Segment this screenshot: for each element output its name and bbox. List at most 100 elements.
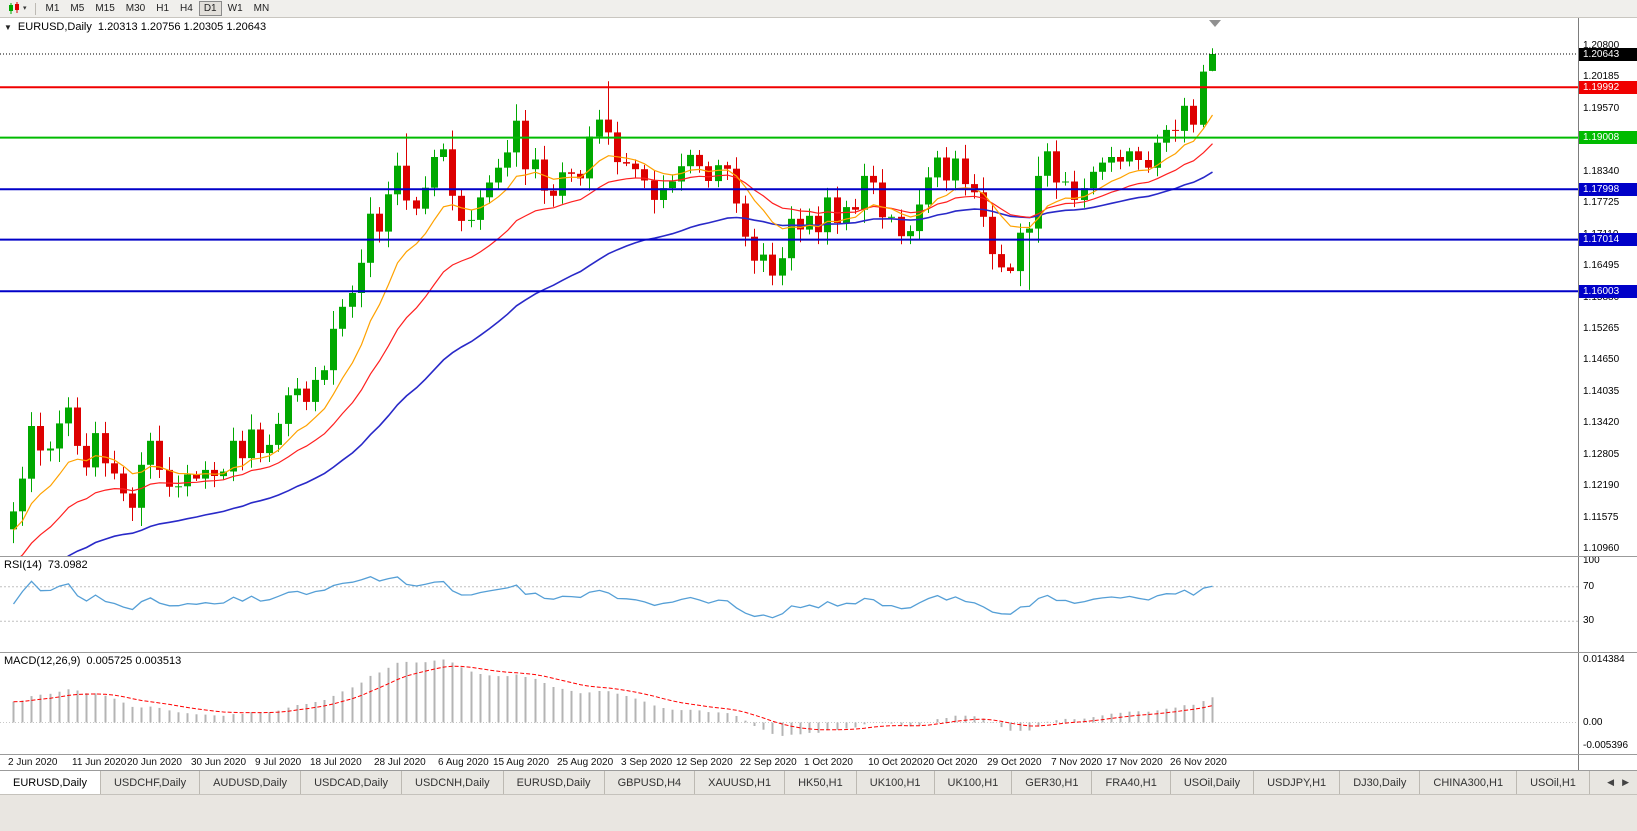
timeframe-button-h4[interactable]: H4 <box>175 1 198 16</box>
macd-histogram <box>12 659 1214 736</box>
date-axis-label: 9 Jul 2020 <box>255 757 302 768</box>
candles-layer <box>10 48 1216 544</box>
chart-tab-usoil-h1[interactable]: USOil,H1 <box>1517 771 1590 794</box>
chart-collapse-icon[interactable]: ▼ <box>4 22 12 32</box>
price-level-label: 1.16003 <box>1579 284 1637 298</box>
price-pane-canvas[interactable] <box>0 18 1578 556</box>
macd-axis-tick: 0.00 <box>1583 716 1603 728</box>
price-axis-tick: 1.20185 <box>1583 71 1620 83</box>
chart-window: ▼ EURUSD,Daily 1.20313 1.20756 1.20305 1… <box>0 18 1637 770</box>
chart-symbol-label: EURUSD,Daily <box>17 21 92 33</box>
chart-tab-ger30-h1[interactable]: GER30,H1 <box>1012 771 1093 794</box>
rsi-name: RSI(14) <box>4 559 42 571</box>
price-axis-tick: 1.20800 <box>1583 40 1620 51</box>
macd-axis-tick: -0.005396 <box>1583 740 1629 751</box>
price-level-label: 1.17998 <box>1579 182 1637 196</box>
price-level-label: 1.20643 <box>1579 47 1637 61</box>
timeframe-button-m30[interactable]: M30 <box>121 1 150 16</box>
pane-separator[interactable] <box>0 556 1637 557</box>
macd-axis-tick: 0.014384 <box>1583 654 1625 665</box>
chart-tab-usdcad-daily[interactable]: USDCAD,Daily <box>301 771 403 794</box>
date-axis-label: 15 Aug 2020 <box>492 757 550 768</box>
date-axis-label: 29 Oct 2020 <box>987 757 1042 768</box>
tabs-scroll-left-icon[interactable]: ◀ <box>1607 777 1615 787</box>
rsi-pane-canvas[interactable] <box>0 556 1578 652</box>
rsi-current-value: 73.0982 <box>47 559 88 571</box>
date-axis-label: 28 Jul 2020 <box>374 757 426 768</box>
macd-pane-canvas[interactable] <box>0 652 1578 754</box>
timeframe-button-mn[interactable]: MN <box>249 1 275 16</box>
price-axis-tick: 1.13420 <box>1583 417 1620 429</box>
price-axis-tick: 1.14035 <box>1583 385 1620 397</box>
timeframe-buttons: M1 M5 M15 M30 H1 H4 D1 W1 MN <box>41 1 275 16</box>
chart-tab-uk100-h1[interactable]: UK100,H1 <box>934 771 1013 794</box>
date-axis-label: 2 Jun 2020 <box>8 757 58 768</box>
date-axis-label: 17 Nov 2020 <box>1106 757 1163 768</box>
date-axis-label: 25 Aug 2020 <box>557 757 614 768</box>
timeframe-button-h1[interactable]: H1 <box>151 1 174 16</box>
date-axis-label: 7 Nov 2020 <box>1051 757 1103 768</box>
timeframe-button-w1[interactable]: W1 <box>223 1 248 16</box>
date-axis-label: 22 Sep 2020 <box>740 757 797 768</box>
ma-slow-line <box>67 171 1213 556</box>
price-axis-tick: 1.17725 <box>1583 197 1620 209</box>
chart-tab-hk50-h1[interactable]: HK50,H1 <box>785 771 857 794</box>
macd-name: MACD(12,26,9) <box>4 655 81 667</box>
ma-mid-line <box>20 143 1213 556</box>
shift-marker-icon[interactable] <box>1209 20 1221 27</box>
price-level-label: 1.19008 <box>1579 131 1637 145</box>
date-axis-label: 11 Jun 2020 <box>72 757 127 768</box>
timeframe-button-m1[interactable]: M1 <box>41 1 65 16</box>
rsi-indicator-label: RSI(14) 73.0982 <box>4 559 88 571</box>
price-axis[interactable]: 1.208001.201851.195701.189551.183401.177… <box>1578 18 1637 770</box>
rsi-line <box>12 575 1213 619</box>
chart-tab-uk100-h1[interactable]: UK100,H1 <box>856 771 935 794</box>
price-level-label: 1.17014 <box>1579 233 1637 247</box>
toolbar-separator <box>34 2 36 15</box>
pane-separator[interactable] <box>0 652 1637 653</box>
rsi-axis-tick: 30 <box>1583 615 1595 627</box>
chart-type-button[interactable]: ▾ <box>4 1 30 17</box>
timeframe-button-m15[interactable]: M15 <box>90 1 119 16</box>
timeframe-button-d1[interactable]: D1 <box>198 1 222 16</box>
chart-tab-eurusd-daily[interactable]: EURUSD,Daily <box>0 771 101 794</box>
macd-indicator-label: MACD(12,26,9) 0.005725 0.003513 <box>4 655 181 667</box>
rsi-axis-tick: 70 <box>1583 580 1595 592</box>
macd-current-values: 0.005725 0.003513 <box>86 655 182 667</box>
price-axis-tick: 1.16495 <box>1583 260 1620 272</box>
tab-scroll-arrows: ◀ ▶ <box>1599 771 1637 794</box>
date-axis-label: 26 Nov 2020 <box>1170 757 1227 768</box>
timeframe-toolbar: ▾ M1 M5 M15 M30 H1 H4 D1 W1 MN <box>0 0 1637 18</box>
chart-tabbar: EURUSD,Daily USDCHF,Daily AUDUSD,Daily USDC… <box>0 770 1637 794</box>
chart-tab-audusd-daily[interactable]: AUDUSD,Daily <box>200 771 302 794</box>
chart-tab-dj30-daily[interactable]: DJ30,Daily <box>1340 771 1421 794</box>
date-axis-label: 20 Jun 2020 <box>126 757 182 768</box>
price-axis-tick: 1.15265 <box>1583 323 1620 335</box>
date-axis-label: 1 Oct 2020 <box>804 757 853 768</box>
date-axis-label: 20 Oct 2020 <box>923 757 978 768</box>
time-axis[interactable]: 2 Jun 2020 11 Jun 2020 20 Jun 2020 30 Jun 2… <box>0 755 1578 770</box>
tabs-scroll-right-icon[interactable]: ▶ <box>1622 777 1629 787</box>
chart-tab-usdjpy-h1[interactable]: USDJPY,H1 <box>1254 771 1341 794</box>
chevron-down-icon: ▾ <box>23 4 27 12</box>
chart-tab-usdcnh-daily[interactable]: USDCNH,Daily <box>402 771 504 794</box>
candlestick-chart-icon <box>9 2 19 14</box>
date-axis-label: 18 Jul 2020 <box>309 757 362 768</box>
timeframe-button-m5[interactable]: M5 <box>65 1 89 16</box>
date-axis-label: 30 Jun 2020 <box>191 757 247 768</box>
date-axis-label: 6 Aug 2020 <box>438 757 489 768</box>
chart-tab-usdchf-daily[interactable]: USDCHF,Daily <box>100 771 201 794</box>
date-axis-label: 12 Sep 2020 <box>675 757 733 768</box>
date-axis-label: 10 Oct 2020 <box>868 757 923 768</box>
chart-tab-eurusd-daily[interactable]: EURUSD,Daily <box>503 771 605 794</box>
chart-tab-gbpusd-h4[interactable]: GBPUSD,H4 <box>604 771 696 794</box>
chart-tab-xauusd-h1[interactable]: XAUUSD,H1 <box>695 771 786 794</box>
ma-fast-line <box>13 114 1214 531</box>
chart-ohlc-values: 1.20313 1.20756 1.20305 1.20643 <box>97 21 267 33</box>
chart-tab-china300-h1[interactable]: CHINA300,H1 <box>1420 771 1518 794</box>
chart-tab-fra40-h1[interactable]: FRA40,H1 <box>1092 771 1171 794</box>
chart-tab-usoil-daily[interactable]: USOil,Daily <box>1170 771 1255 794</box>
price-axis-tick: 1.12805 <box>1583 448 1620 460</box>
price-axis-tick: 1.14650 <box>1583 354 1620 366</box>
